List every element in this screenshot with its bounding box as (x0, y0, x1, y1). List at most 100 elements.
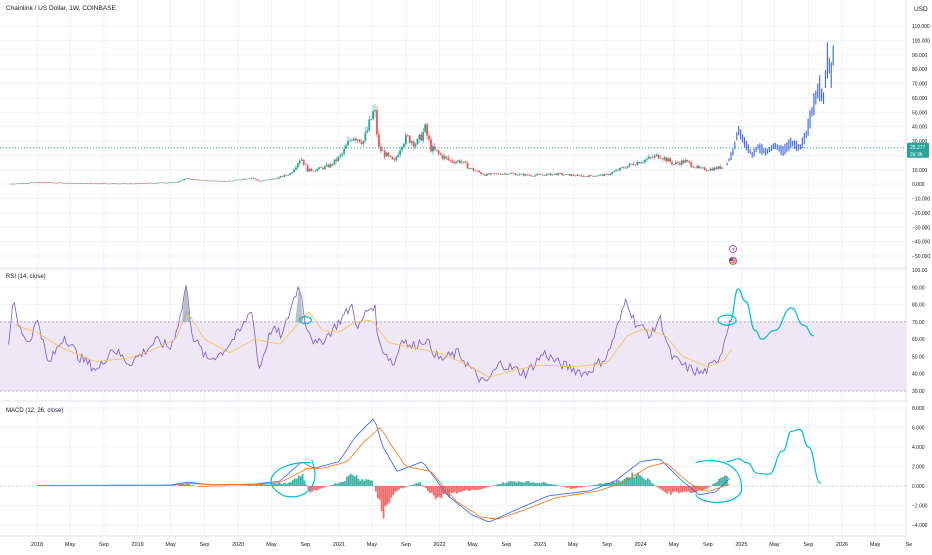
rsi-tick-label: 100.00 (912, 268, 928, 274)
candle-body (170, 182, 172, 183)
time-tick-label: Sep (401, 542, 411, 548)
candle-body (721, 167, 723, 168)
candle-body (656, 155, 658, 156)
candle-body (719, 166, 721, 168)
price-tick-label: −10.000 (912, 197, 930, 203)
candle-body (222, 181, 224, 182)
macd-histogram-bar (356, 475, 358, 486)
candle-body (580, 175, 582, 176)
macd-histogram-bar (290, 482, 292, 486)
candle-body (546, 174, 548, 176)
candle-body (336, 159, 338, 160)
candle-body (341, 153, 343, 155)
candle-body (307, 165, 309, 172)
candle-body (93, 184, 95, 185)
candle-body (368, 119, 370, 130)
candle-body (422, 132, 424, 141)
candle-body (54, 183, 56, 184)
candle-body (378, 134, 380, 146)
candle-body (301, 160, 303, 161)
candle-body (557, 173, 559, 175)
candle-body (233, 180, 235, 181)
candle-body (440, 153, 442, 155)
lightning-icon[interactable] (730, 246, 737, 253)
candle-body (218, 181, 220, 182)
candle-body (430, 140, 432, 152)
macd-histogram-bar (398, 486, 400, 490)
macd-histogram-bar (649, 480, 651, 486)
macd-histogram-bar (481, 486, 483, 489)
time-tick-label: Sep (300, 542, 310, 548)
candle-body (312, 171, 314, 172)
macd-histogram-bar (267, 484, 269, 486)
macd-histogram-bar (473, 486, 475, 490)
macd-histogram-bar (643, 479, 645, 486)
candle-body (598, 175, 600, 176)
candle-body (395, 157, 397, 160)
candle-body (220, 181, 222, 182)
candle-body (266, 180, 268, 181)
candle-body (322, 168, 324, 169)
candle-body (334, 159, 336, 164)
candle-body (299, 161, 301, 164)
candle-body (143, 183, 145, 184)
candle-body (463, 161, 465, 162)
macd-histogram-bar (348, 475, 350, 486)
candle-body (708, 170, 710, 171)
candle-body (571, 175, 573, 176)
time-tick-label: May (669, 542, 680, 548)
macd-histogram-bar (633, 477, 635, 486)
macd-histogram-bar (294, 479, 296, 486)
candle-body (455, 162, 457, 164)
us-flag-icon[interactable] (729, 257, 737, 265)
candle-body (654, 156, 656, 158)
candle-body (239, 180, 241, 181)
macd-histogram-bar (336, 484, 338, 486)
candle-body (403, 144, 405, 147)
candle-body (444, 156, 446, 158)
candle-body (149, 183, 151, 184)
candle-body (118, 184, 120, 185)
candle-body (29, 183, 31, 184)
macd-histogram-bar (402, 486, 404, 488)
candle-body (179, 181, 181, 182)
candle-body (91, 183, 93, 184)
macd-histogram-bar (344, 481, 346, 486)
macd-histogram-bar (452, 486, 454, 493)
macd-histogram-bar (464, 486, 466, 491)
candle-body (688, 161, 690, 162)
rsi-tick-label: 90.00 (912, 285, 925, 291)
candle-body (210, 181, 212, 182)
candle-body (64, 183, 66, 184)
candle-body (162, 182, 164, 183)
candle-body (27, 183, 29, 184)
candle-body (472, 168, 474, 170)
macd-histogram-bar (564, 486, 566, 487)
macd-histogram-bar (201, 486, 203, 487)
candle-body (320, 167, 322, 168)
time-tick-label: May (467, 542, 478, 548)
macd-histogram-bar (342, 482, 344, 486)
candle-body (594, 176, 596, 177)
candle-body (553, 174, 555, 175)
macd-histogram-bar (489, 486, 491, 487)
macd-histogram-bar (595, 485, 597, 486)
candle-body (95, 183, 97, 184)
macd-histogram-bar (716, 481, 718, 486)
candle-body (324, 166, 326, 169)
macd-histogram-bar (531, 483, 533, 486)
candle-body (202, 180, 204, 181)
candle-body (195, 179, 197, 180)
candle-body (715, 168, 717, 169)
macd-tick-label: 2.000 (912, 465, 925, 471)
candle-body (17, 183, 19, 184)
macd-histogram-bar (680, 486, 682, 492)
candle-body (15, 184, 17, 185)
macd-histogram-bar (485, 486, 487, 488)
candle-body (272, 179, 274, 180)
candle-body (295, 167, 297, 169)
candle-body (197, 180, 199, 181)
macd-histogram-bar (685, 486, 687, 492)
